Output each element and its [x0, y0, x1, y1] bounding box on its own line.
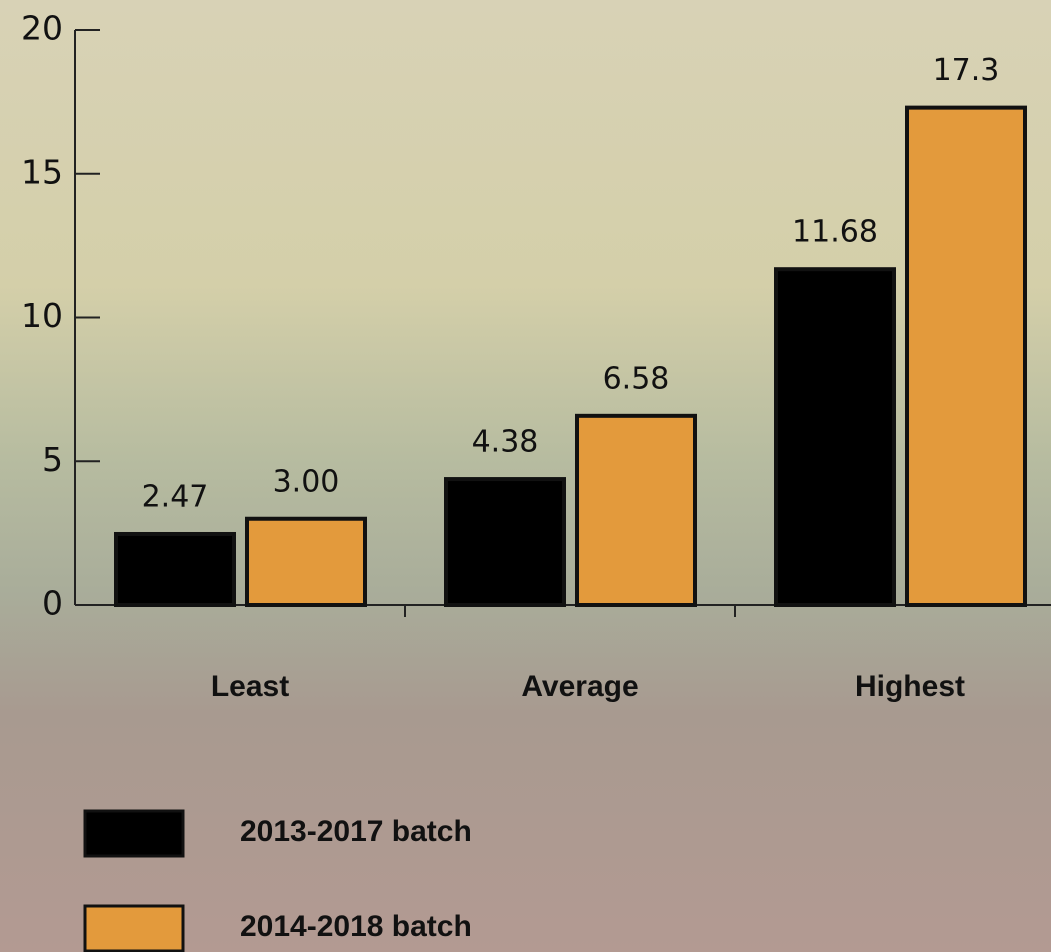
x-tick-label: Highest — [855, 670, 965, 703]
bar — [776, 269, 894, 605]
legend-swatch — [85, 906, 183, 951]
value-label: 11.68 — [792, 215, 878, 250]
x-tick-label: Least — [211, 670, 289, 703]
legend-label: 2013-2017 batch — [240, 815, 472, 848]
y-tick-label: 5 — [42, 440, 63, 479]
y-tick-label: 15 — [21, 152, 63, 191]
bar — [247, 519, 365, 605]
value-label: 17.3 — [933, 53, 1000, 88]
page: 0 5 10 15 20 Least 2.47 3.00 Average 4.38 6.58 High… — [0, 0, 1051, 952]
chart: 0 5 10 15 20 Least 2.47 3.00 Average 4.38 6.58 High… — [0, 0, 1051, 952]
value-label: 4.38 — [472, 425, 539, 460]
bar — [907, 108, 1025, 605]
bar — [446, 479, 564, 605]
y-tick-label: 10 — [21, 296, 63, 335]
legend-swatch — [85, 811, 183, 856]
x-tick-label: Average — [521, 670, 638, 703]
value-label: 2.47 — [142, 479, 209, 514]
value-label: 3.00 — [273, 464, 340, 499]
bar — [116, 534, 234, 605]
bar — [577, 416, 695, 605]
y-tick-label: 0 — [42, 584, 63, 623]
value-label: 6.58 — [603, 361, 670, 396]
legend-label: 2014-2018 batch — [240, 910, 472, 943]
y-tick-label: 20 — [21, 9, 63, 48]
